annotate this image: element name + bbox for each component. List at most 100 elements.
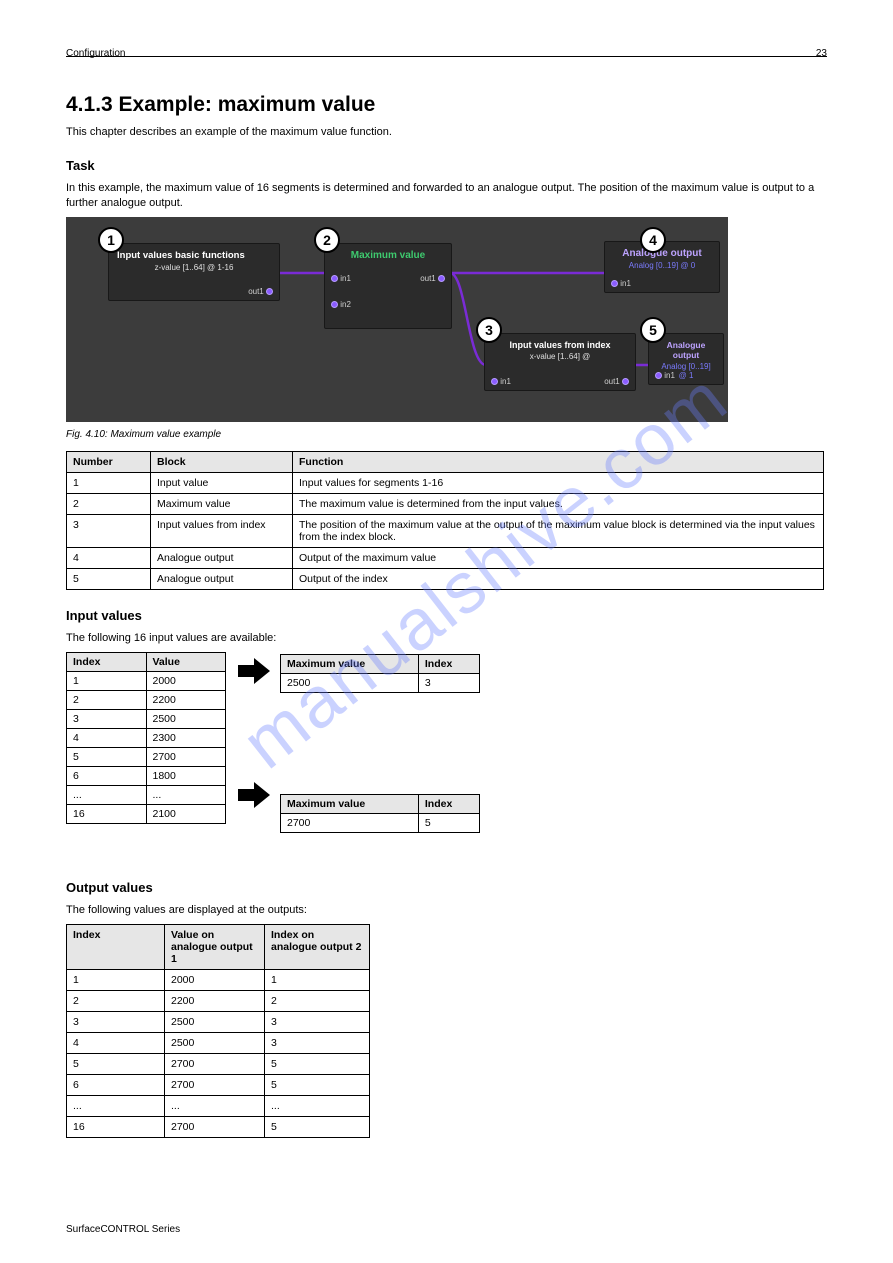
node3-in: in1	[500, 377, 511, 386]
node4-sub: Analog [0..19] @ 0	[613, 261, 711, 270]
td: 2700	[165, 1074, 265, 1095]
node5-in: in1	[664, 371, 675, 380]
badge-5: 5	[640, 317, 666, 343]
input-area: Index Value 1200022200325004230052700618…	[66, 652, 827, 862]
td: 2500	[146, 709, 226, 728]
td: Output of the index	[293, 569, 824, 590]
output-heading: Output values	[66, 880, 827, 895]
td: The maximum value is determined from the…	[293, 494, 824, 515]
td: 6	[67, 766, 147, 785]
node3-sub: x-value [1..64] @	[493, 352, 627, 361]
th: Value on analogue output 1	[165, 924, 265, 969]
output-table: Index Value on analogue output 1 Index o…	[66, 924, 370, 1138]
td: Analogue output	[151, 569, 293, 590]
badge-1: 1	[98, 227, 124, 253]
td: 2200	[146, 690, 226, 709]
table-row: 3Input values from indexThe position of …	[67, 515, 824, 548]
td: ...	[146, 785, 226, 804]
td: 2700	[165, 1116, 265, 1137]
table-row: 222002	[67, 990, 370, 1011]
node2-title: Maximum value	[333, 250, 443, 261]
footer-left: SurfaceCONTROL Series	[66, 1224, 180, 1235]
arrow-icon	[238, 780, 272, 810]
table-row: 32500	[67, 709, 226, 728]
intro-text: This chapter describes an example of the…	[66, 125, 827, 140]
table-row: 120001	[67, 969, 370, 990]
node2-in2: in2	[340, 300, 351, 309]
td: 2000	[165, 969, 265, 990]
td: 4	[67, 728, 147, 747]
input-text: The following 16 input values are availa…	[66, 631, 827, 646]
port-dot-icon	[331, 301, 338, 308]
table-row: 1Input valueInput values for segments 1-…	[67, 473, 824, 494]
td: 6	[67, 1074, 165, 1095]
blocks-table: Number Block Function 1Input valueInput …	[66, 451, 824, 590]
td: ...	[165, 1095, 265, 1116]
td: ...	[265, 1095, 370, 1116]
node4-in: in1	[620, 279, 631, 288]
node1-out-label: out1	[248, 287, 264, 296]
td: 4	[67, 548, 151, 569]
td: 5	[67, 569, 151, 590]
td: ...	[67, 1095, 165, 1116]
th-function: Function	[293, 452, 824, 473]
node2-in1: in1	[340, 274, 351, 283]
td: The position of the maximum value at the…	[293, 515, 824, 548]
page-title: 4.1.3 Example: maximum value	[66, 93, 827, 117]
td: 2	[67, 494, 151, 515]
td: 5	[418, 813, 479, 832]
input-table: Index Value 1200022200325004230052700618…	[66, 652, 226, 824]
td: 2	[67, 690, 147, 709]
td: 1	[67, 969, 165, 990]
th-number: Number	[67, 452, 151, 473]
td: 2	[265, 990, 370, 1011]
table-row: 52700	[67, 747, 226, 766]
table-row: 425003	[67, 1032, 370, 1053]
td: Input value	[151, 473, 293, 494]
td: 1	[67, 473, 151, 494]
td: 1	[67, 671, 147, 690]
td: ...	[67, 785, 147, 804]
input-heading: Input values	[66, 608, 827, 623]
td: 5	[67, 747, 147, 766]
node-graph: Input values basic functions z-value [1.…	[66, 217, 728, 422]
td: 2000	[146, 671, 226, 690]
th-idx: Index	[418, 794, 479, 813]
td: 5	[67, 1053, 165, 1074]
td: Input values from index	[151, 515, 293, 548]
th-index: Index	[67, 652, 147, 671]
badge-2: 2	[314, 227, 340, 253]
badge-4: 4	[640, 227, 666, 253]
td: 3	[418, 673, 479, 692]
th-max: Maximum value	[281, 794, 419, 813]
td: 3	[265, 1011, 370, 1032]
table-row: 12000	[67, 671, 226, 690]
td: 2500	[165, 1011, 265, 1032]
table-row: 527005	[67, 1053, 370, 1074]
port-dot-icon	[438, 275, 445, 282]
td: 1	[265, 969, 370, 990]
port-dot-icon	[655, 372, 662, 379]
node2-out: out1	[420, 274, 436, 283]
td: 16	[67, 1116, 165, 1137]
port-dot-icon	[622, 378, 629, 385]
task-text: In this example, the maximum value of 16…	[66, 181, 827, 211]
td: 2100	[146, 804, 226, 823]
port-dot-icon	[266, 288, 273, 295]
node5-title: Analogue output	[657, 340, 715, 360]
port-dot-icon	[491, 378, 498, 385]
max-table-1: Maximum value Index 2500 3	[280, 654, 480, 693]
td: Input values for segments 1-16	[293, 473, 824, 494]
table-row: 162100	[67, 804, 226, 823]
node3-out: out1	[604, 377, 620, 386]
port-dot-icon	[611, 280, 618, 287]
th-idx: Index	[418, 654, 479, 673]
td: 2200	[165, 990, 265, 1011]
td: 5	[265, 1116, 370, 1137]
node-maximum-value: Maximum value in1 in2 out1	[324, 243, 452, 329]
td: 3	[265, 1032, 370, 1053]
table-row: .........	[67, 1095, 370, 1116]
td: 5	[265, 1074, 370, 1095]
td: Maximum value	[151, 494, 293, 515]
header-right: 23	[816, 48, 827, 59]
